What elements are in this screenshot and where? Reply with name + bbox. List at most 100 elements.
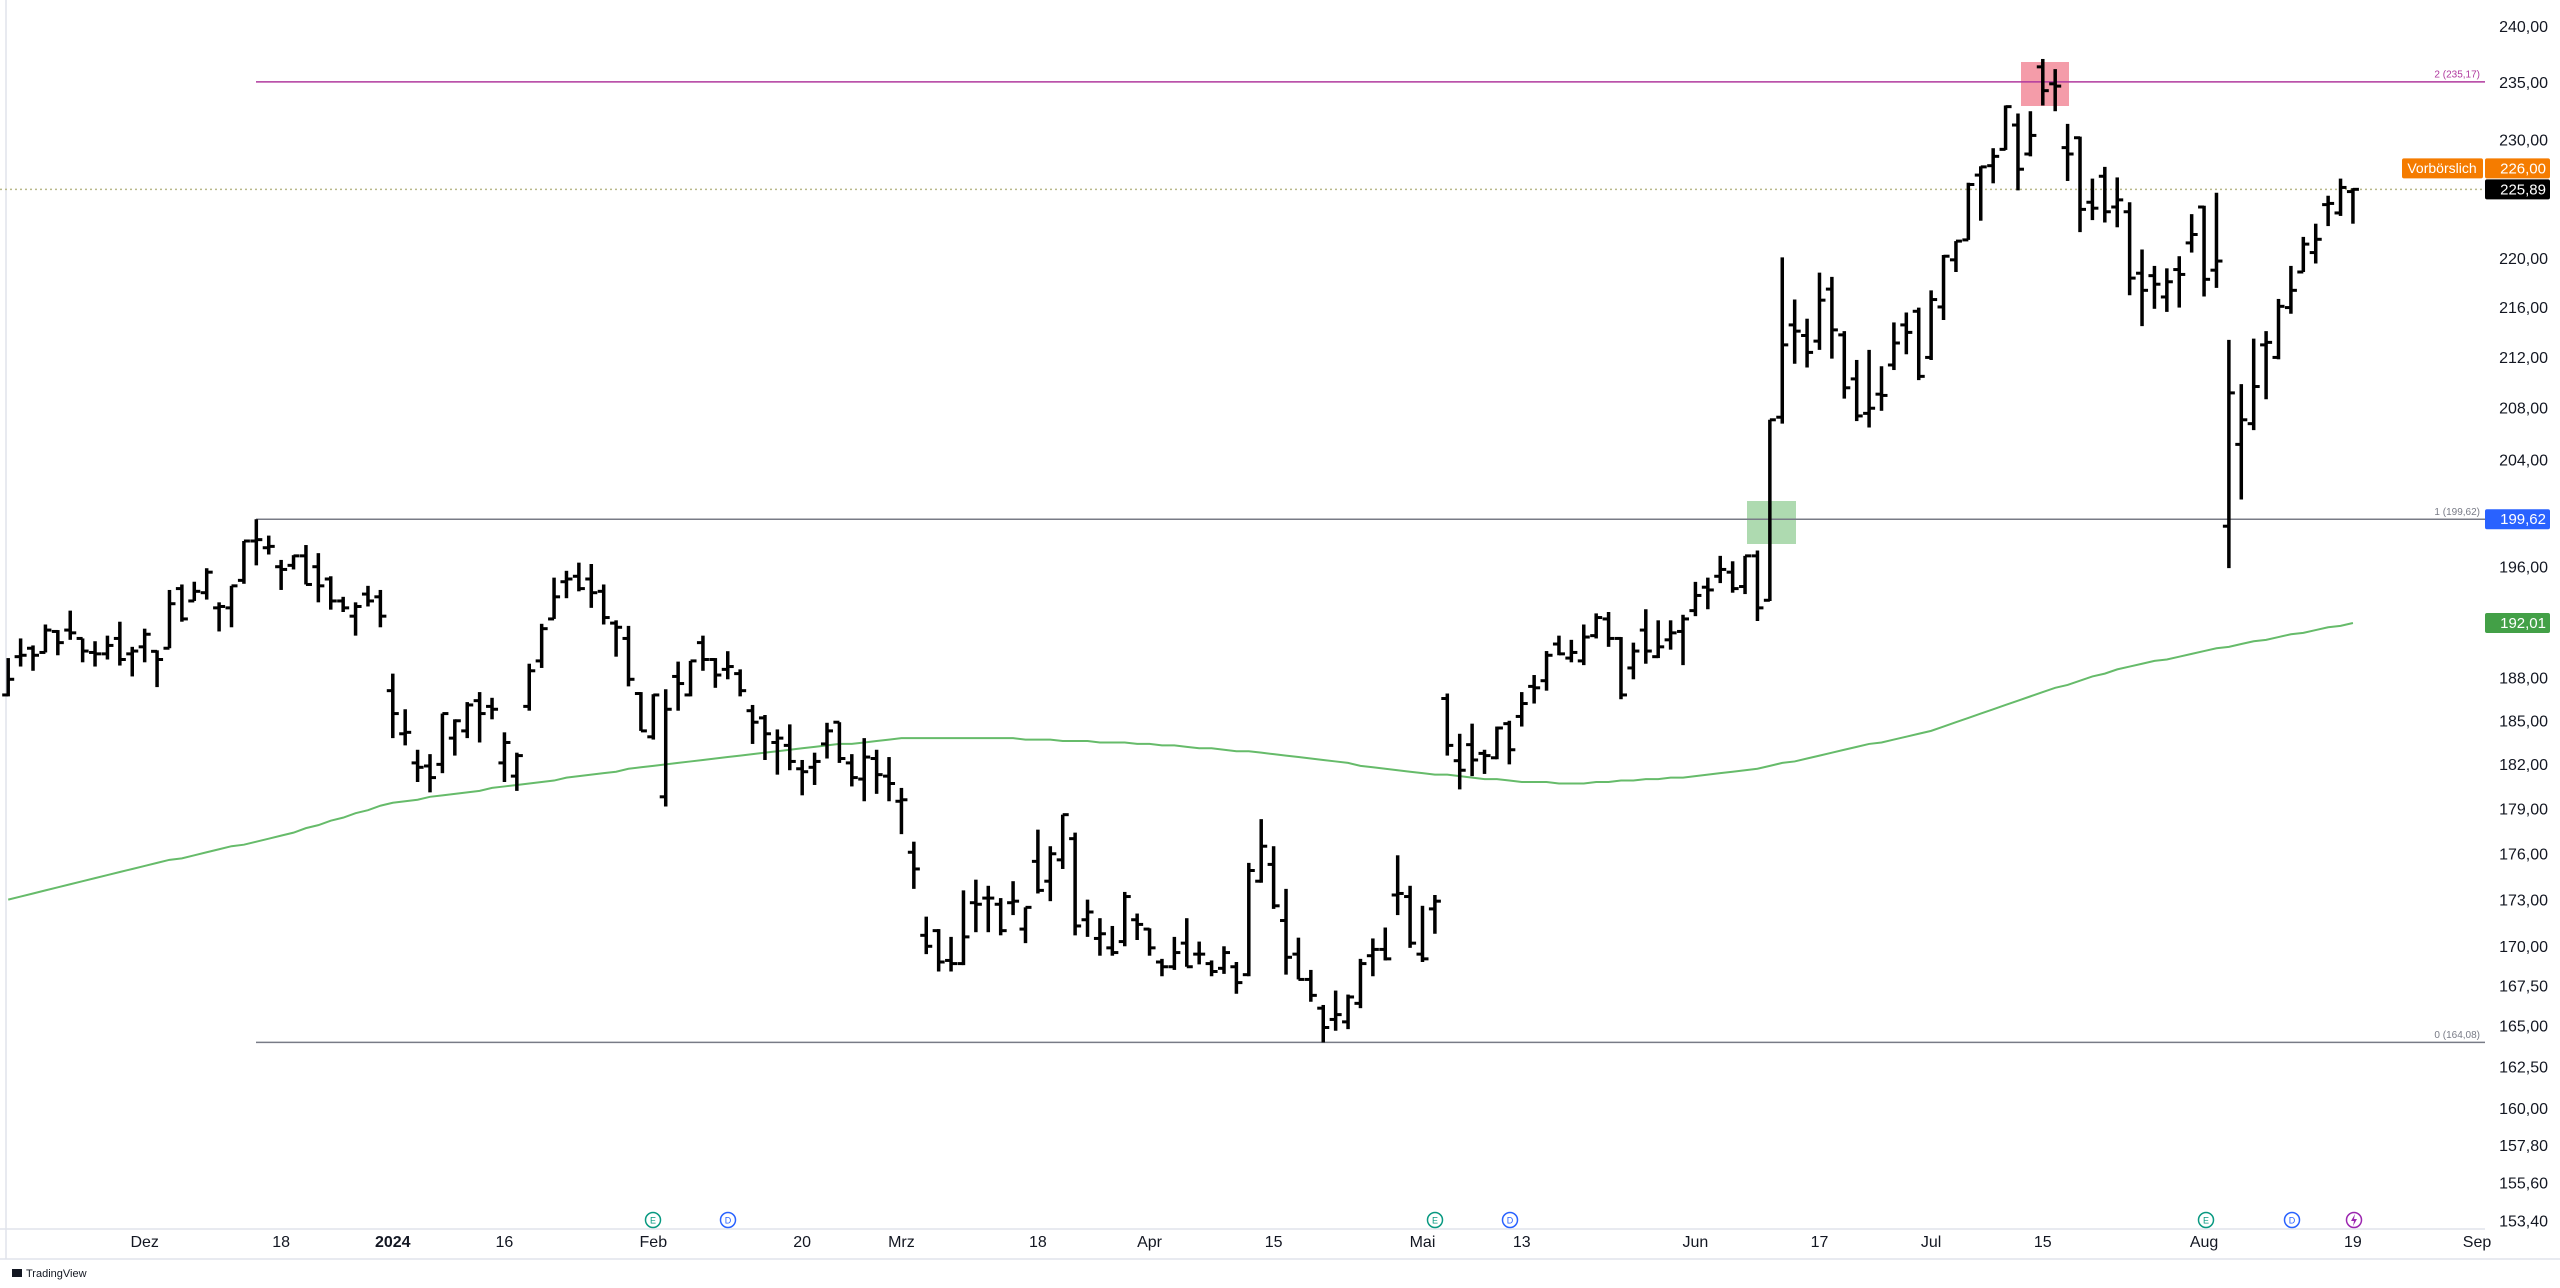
- price-bar: [523, 663, 536, 711]
- price-bar: [1627, 642, 1640, 680]
- event-label: D: [725, 1215, 732, 1225]
- brand-text: TradingView: [26, 1268, 87, 1280]
- y-tick-label: 235,00: [2499, 75, 2548, 92]
- price-bar: [337, 596, 350, 613]
- price-bar: [945, 936, 958, 972]
- split-marker: [2345, 1211, 2363, 1229]
- fib-axis-tag-box: [2485, 509, 2550, 530]
- price-bar: [895, 787, 908, 835]
- event-marker[interactable]: E: [2197, 1211, 2215, 1229]
- price-bar: [76, 636, 89, 663]
- price-bar: [1031, 829, 1044, 894]
- price-bar: [1342, 994, 1355, 1030]
- price-bar: [1193, 941, 1206, 965]
- x-tick-label: 13: [1513, 1234, 1531, 1251]
- price-bar: [994, 898, 1007, 936]
- price-bar: [758, 715, 771, 760]
- price-bar: [820, 722, 833, 759]
- brand-logo: [12, 1269, 22, 1277]
- price-bar: [1614, 636, 1627, 700]
- price-bar: [1267, 846, 1280, 909]
- price-bar: [1391, 855, 1404, 916]
- y-tick-label: 165,00: [2499, 1019, 2548, 1036]
- price-bar: [1751, 550, 1764, 622]
- price-bar: [2098, 166, 2111, 223]
- price-bar: [1863, 349, 1876, 428]
- y-tick-label: 182,00: [2499, 757, 2548, 774]
- price-bar: [1838, 331, 1851, 399]
- price-bar: [225, 584, 238, 628]
- price-bar: [2111, 177, 2124, 228]
- price-bar: [2235, 384, 2248, 500]
- y-tick-label: 155,60: [2499, 1175, 2548, 1192]
- price-bar: [771, 729, 784, 775]
- split-icon: [2351, 1214, 2357, 1226]
- price-bar: [1987, 148, 2000, 184]
- event-marker[interactable]: D: [719, 1211, 737, 1229]
- y-tick-label: 216,00: [2499, 300, 2548, 317]
- fib-level-label: 1 (199,62): [2434, 507, 2480, 518]
- price-bar: [14, 638, 27, 667]
- event-label: D: [2289, 1215, 2296, 1225]
- fib-axis-tag-text: 199,62: [2500, 511, 2546, 528]
- price-bar: [883, 757, 896, 802]
- price-bar: [634, 692, 647, 733]
- y-tick-label: 157,80: [2499, 1138, 2548, 1155]
- premarket-tag-box: [2485, 158, 2550, 179]
- moving-average-tag-text: 192,01: [2500, 615, 2546, 632]
- price-bar: [696, 635, 709, 671]
- price-bar: [746, 704, 759, 744]
- event-circle: [1501, 1211, 1519, 1229]
- price-bar: [299, 545, 312, 586]
- price-bar: [126, 646, 139, 677]
- price-bar: [101, 635, 114, 660]
- price-bar: [721, 651, 734, 680]
- y-tick-label: 167,50: [2499, 979, 2548, 996]
- price-bar: [1280, 888, 1293, 975]
- price-bar: [1974, 165, 1987, 221]
- event-marker[interactable]: E: [1426, 1211, 1444, 1229]
- price-bar: [1404, 885, 1417, 948]
- event-marker[interactable]: E: [644, 1211, 662, 1229]
- price-bar: [287, 554, 300, 570]
- price-bar: [324, 576, 337, 610]
- price-bar: [920, 916, 933, 955]
- price-bar: [2334, 178, 2347, 216]
- price-bar: [659, 689, 672, 807]
- price-bar: [2247, 338, 2260, 431]
- price-bar: [709, 657, 722, 688]
- event-circle: [644, 1211, 662, 1229]
- event-marker[interactable]: D: [1501, 1211, 1519, 1229]
- price-bar: [399, 709, 412, 746]
- last-price-tag-box: [2485, 179, 2550, 200]
- price-bar: [1813, 272, 1826, 350]
- price-bar: [1900, 312, 1913, 355]
- price-bar: [1366, 938, 1379, 977]
- x-tick-label: Feb: [640, 1234, 668, 1251]
- price-bar: [250, 519, 263, 566]
- price-bar: [1999, 105, 2012, 151]
- price-bar: [2086, 178, 2099, 221]
- price-bar: [386, 673, 399, 739]
- price-bar: [1887, 322, 1900, 371]
- price-bar: [411, 749, 424, 783]
- event-marker[interactable]: D: [2283, 1211, 2301, 1229]
- price-bar: [1515, 692, 1528, 727]
- price-bar: [1677, 614, 1690, 666]
- price-bar: [1639, 609, 1652, 664]
- price-bar: [2198, 205, 2211, 297]
- price-bar: [597, 584, 610, 625]
- price-bar: [1565, 639, 1578, 663]
- price-bar: [1019, 905, 1032, 944]
- price-bar: [1155, 958, 1168, 977]
- price-bar: [1540, 651, 1553, 691]
- price-bar: [2260, 331, 2273, 400]
- y-tick-label: 212,00: [2499, 350, 2548, 367]
- price-bar: [1503, 720, 1516, 765]
- price-bar: [1354, 958, 1367, 1009]
- price-bar: [1168, 936, 1181, 970]
- price-bar: [1652, 620, 1665, 659]
- price-bar: [1701, 577, 1714, 610]
- price-bar: [2011, 113, 2024, 191]
- price-bar: [51, 629, 64, 656]
